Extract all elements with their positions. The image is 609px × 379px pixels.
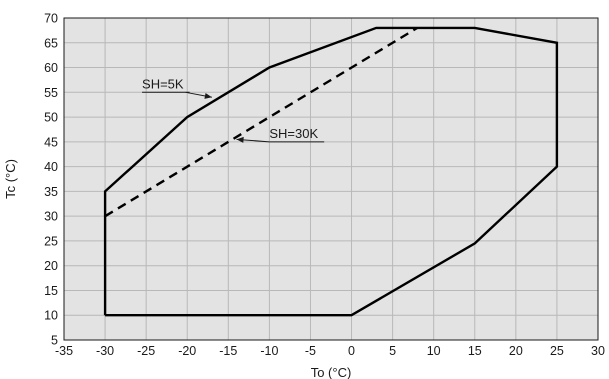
x-tick-label: -5 (305, 344, 316, 358)
y-tick-label: 70 (44, 12, 58, 26)
x-tick-label: 10 (427, 344, 441, 358)
x-tick-label: -30 (96, 344, 114, 358)
envelope-outline-sh5k (103, 26, 559, 317)
x-tick-label: -35 (55, 344, 73, 358)
y-tick-label: 65 (44, 36, 58, 50)
plot-frame (63, 17, 599, 341)
y-tick-label: 25 (44, 234, 58, 248)
x-tick-label: -20 (178, 344, 196, 358)
plot-background (64, 18, 598, 340)
annotation-label: SH=30K (269, 126, 318, 141)
y-tick-label: 20 (44, 259, 58, 273)
x-axis-label: To (°C) (311, 365, 352, 379)
y-axis-label: Tc (°C) (3, 159, 18, 199)
y-tick-label: 45 (44, 135, 58, 149)
y-tick-label: 30 (44, 210, 58, 224)
curves (103, 26, 559, 317)
y-tick-label: 55 (44, 86, 58, 100)
y-tick-label: 35 (44, 185, 58, 199)
x-tick-label: 15 (468, 344, 482, 358)
x-tick-labels: -35 -30 -25 -20 -15 -10 -5 0 5 10 15 20 25 30 (55, 344, 605, 358)
x-tick-label: 25 (550, 344, 564, 358)
y-tick-label: 5 (51, 334, 58, 348)
x-tick-label: 30 (591, 344, 605, 358)
annotation-label: SH=5K (142, 76, 184, 91)
y-tick-label: 40 (44, 160, 58, 174)
x-tick-label: 20 (509, 344, 523, 358)
x-tick-label: 0 (348, 344, 355, 358)
x-tick-label: -25 (137, 344, 155, 358)
dashed-line-sh30k (104, 26, 418, 218)
y-tick-label: 60 (44, 61, 58, 75)
x-tick-label: -10 (260, 344, 278, 358)
x-tick-label: 5 (389, 344, 396, 358)
y-tick-label: 50 (44, 111, 58, 125)
arrow-head (204, 93, 212, 99)
y-tick-label: 10 (44, 309, 58, 323)
annotations: SH=5K SH=30K (142, 76, 325, 143)
y-tick-labels: 5 10 15 20 25 30 35 40 45 50 55 60 65 70 (44, 12, 58, 348)
y-tick-label: 15 (44, 284, 58, 298)
x-tick-label: -15 (219, 344, 237, 358)
arrow-head (236, 136, 244, 143)
